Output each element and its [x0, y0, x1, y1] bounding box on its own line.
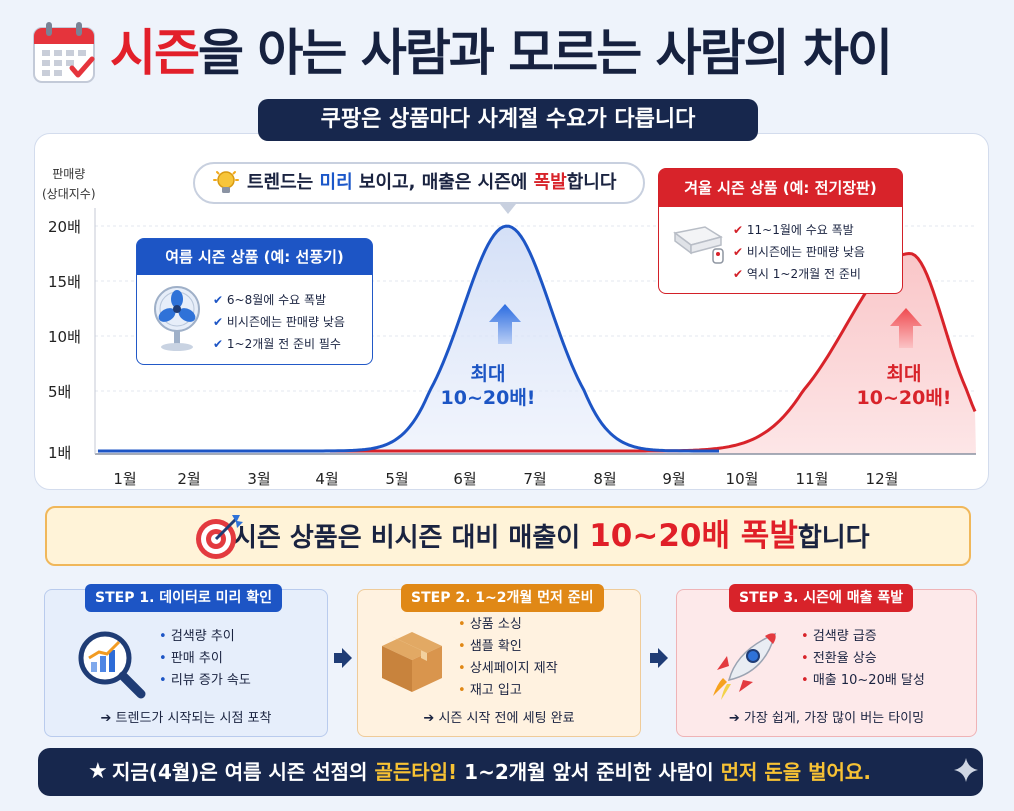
heating-pad-icon [673, 226, 724, 264]
x-tick-label: 10월 [725, 470, 759, 488]
y-tick-label: 1배 [48, 444, 72, 462]
rocket-icon [713, 632, 777, 700]
list-item: 비시즌에는 판매량 낮음 [733, 241, 865, 263]
sparkle-icon [954, 758, 978, 782]
summer-series-area [98, 226, 720, 454]
list-item: 상세페이지 제작 [458, 658, 558, 680]
box-icon [382, 632, 442, 692]
x-tick-label: 5월 [385, 470, 409, 488]
list-item: 전환율 상승 [801, 648, 925, 670]
list-item: 판매 추이 [159, 648, 251, 670]
step-2-list: 상품 소싱 샘플 확인 상세페이지 제작 재고 입고 [458, 614, 558, 702]
list-item: 재고 입고 [458, 680, 558, 702]
step-1-title: STEP 1. 데이터로 미리 확인 [85, 584, 283, 612]
y-tick-label: 5배 [48, 383, 72, 401]
fan-icon [154, 286, 200, 351]
winter-card-title: 겨울 시즌 상품 (예: 전기장판) [659, 169, 902, 207]
step-2-card: STEP 2. 1~2개월 먼저 준비 상품 소싱 샘플 확인 상세페이지 제작… [357, 584, 641, 737]
x-tick-label: 11월 [795, 470, 829, 488]
step-1-card: STEP 1. 데이터로 미리 확인 검색량 추이 판매 추이 리뷰 증가 속도… [44, 584, 328, 737]
x-tick-label: 7월 [523, 470, 547, 488]
y-tick-label: 20배 [48, 218, 81, 236]
step-arrow-icon [334, 648, 352, 668]
list-item: 검색량 추이 [159, 626, 251, 648]
step-3-card: STEP 3. 시즌에 매출 폭발 검색량 급증 전환율 상승 매출 10~20… [676, 584, 977, 737]
blue-up-arrow [489, 304, 521, 344]
list-item: 매출 10~20배 달성 [801, 670, 925, 692]
header: 시즌을 아는 사람과 모르는 사람의 차이 [0, 8, 1014, 90]
y-tick-label: 10배 [48, 328, 81, 346]
list-item: 검색량 급증 [801, 626, 925, 648]
summer-card-title: 여름 시즌 상품 (예: 선풍기) [137, 239, 372, 275]
page-title: 시즌을 아는 사람과 모르는 사람의 차이 [110, 24, 893, 82]
list-item: 1~2개월 전 준비 필수 [213, 333, 345, 355]
x-tick-label: 12월 [865, 470, 899, 488]
step-arrow-icon [650, 648, 668, 668]
step-1-list: 검색량 추이 판매 추이 리뷰 증가 속도 [159, 626, 251, 692]
list-item: 상품 소싱 [458, 614, 558, 636]
winter-product-card: 겨울 시즌 상품 (예: 전기장판) 11~1월에 수요 폭발 비시즌에는 판매… [658, 168, 903, 294]
step-2-footer: ➔ 시즌 시작 전에 세팅 완료 [423, 711, 575, 726]
bulb-icon [213, 171, 239, 193]
chart-magnifier-icon [78, 631, 146, 699]
subtitle-bar: 쿠팡은 상품마다 사계절 수요가 다릅니다 [258, 99, 758, 141]
list-item: 비시즌에는 판매량 낮음 [213, 311, 345, 333]
winter-peak-label: 최대 10~20배! [856, 363, 952, 409]
winter-series-area [693, 253, 976, 454]
list-item: 6~8월에 수요 폭발 [213, 289, 345, 311]
x-tick-label: 8월 [593, 470, 617, 488]
step-2-title: STEP 2. 1~2개월 먼저 준비 [401, 584, 604, 612]
footer-banner: ★ 지금(4월)은 여름 시즌 선점의 골든타임! 1~2개월 앞서 준비한 사… [38, 748, 983, 796]
summer-product-card: 여름 시즌 상품 (예: 선풍기) 6~8월에 수요 폭발 비시즌에는 판매량 … [136, 238, 373, 365]
y-axis-title: 판매량 (상대지수) [42, 167, 96, 201]
x-tick-label: 6월 [453, 470, 477, 488]
callout-pointer [500, 204, 516, 214]
summer-peak-label: 최대 10~20배! [440, 363, 536, 409]
star-icon: ★ [88, 759, 108, 784]
x-tick-label: 3월 [247, 470, 271, 488]
calendar-icon [33, 22, 95, 83]
x-tick-label: 9월 [662, 470, 686, 488]
step-3-list: 검색량 급증 전환율 상승 매출 10~20배 달성 [801, 626, 925, 692]
winter-card-list: 11~1월에 수요 폭발 비시즌에는 판매량 낮음 역시 1~2개월 전 준비 [733, 219, 865, 285]
summer-series-line [98, 224, 719, 453]
y-tick-label: 15배 [48, 273, 81, 291]
step-1-footer: ➔ 트렌드가 시작되는 시점 포착 [100, 711, 272, 726]
trend-callout: 트렌드는 미리 보이고, 매출은 시즌에 폭발합니다 [193, 162, 645, 204]
x-tick-label: 1월 [113, 470, 137, 488]
list-item: 샘플 확인 [458, 636, 558, 658]
red-up-arrow [890, 308, 922, 348]
x-tick-label: 4월 [315, 470, 339, 488]
step-3-footer: ➔ 가장 쉽게, 가장 많이 버는 타이밍 [728, 711, 925, 726]
target-icon [196, 515, 243, 559]
summer-card-list: 6~8월에 수요 폭발 비시즌에는 판매량 낮음 1~2개월 전 준비 필수 [213, 289, 345, 355]
list-item: 리뷰 증가 속도 [159, 670, 251, 692]
sales-banner: 시즌 상품은 비시즌 대비 매출이 10~20배 폭발합니다 [45, 506, 971, 566]
step-3-title: STEP 3. 시즌에 매출 폭발 [729, 584, 914, 612]
list-item: 역시 1~2개월 전 준비 [733, 263, 865, 285]
x-tick-label: 2월 [177, 470, 201, 488]
list-item: 11~1월에 수요 폭발 [733, 219, 865, 241]
